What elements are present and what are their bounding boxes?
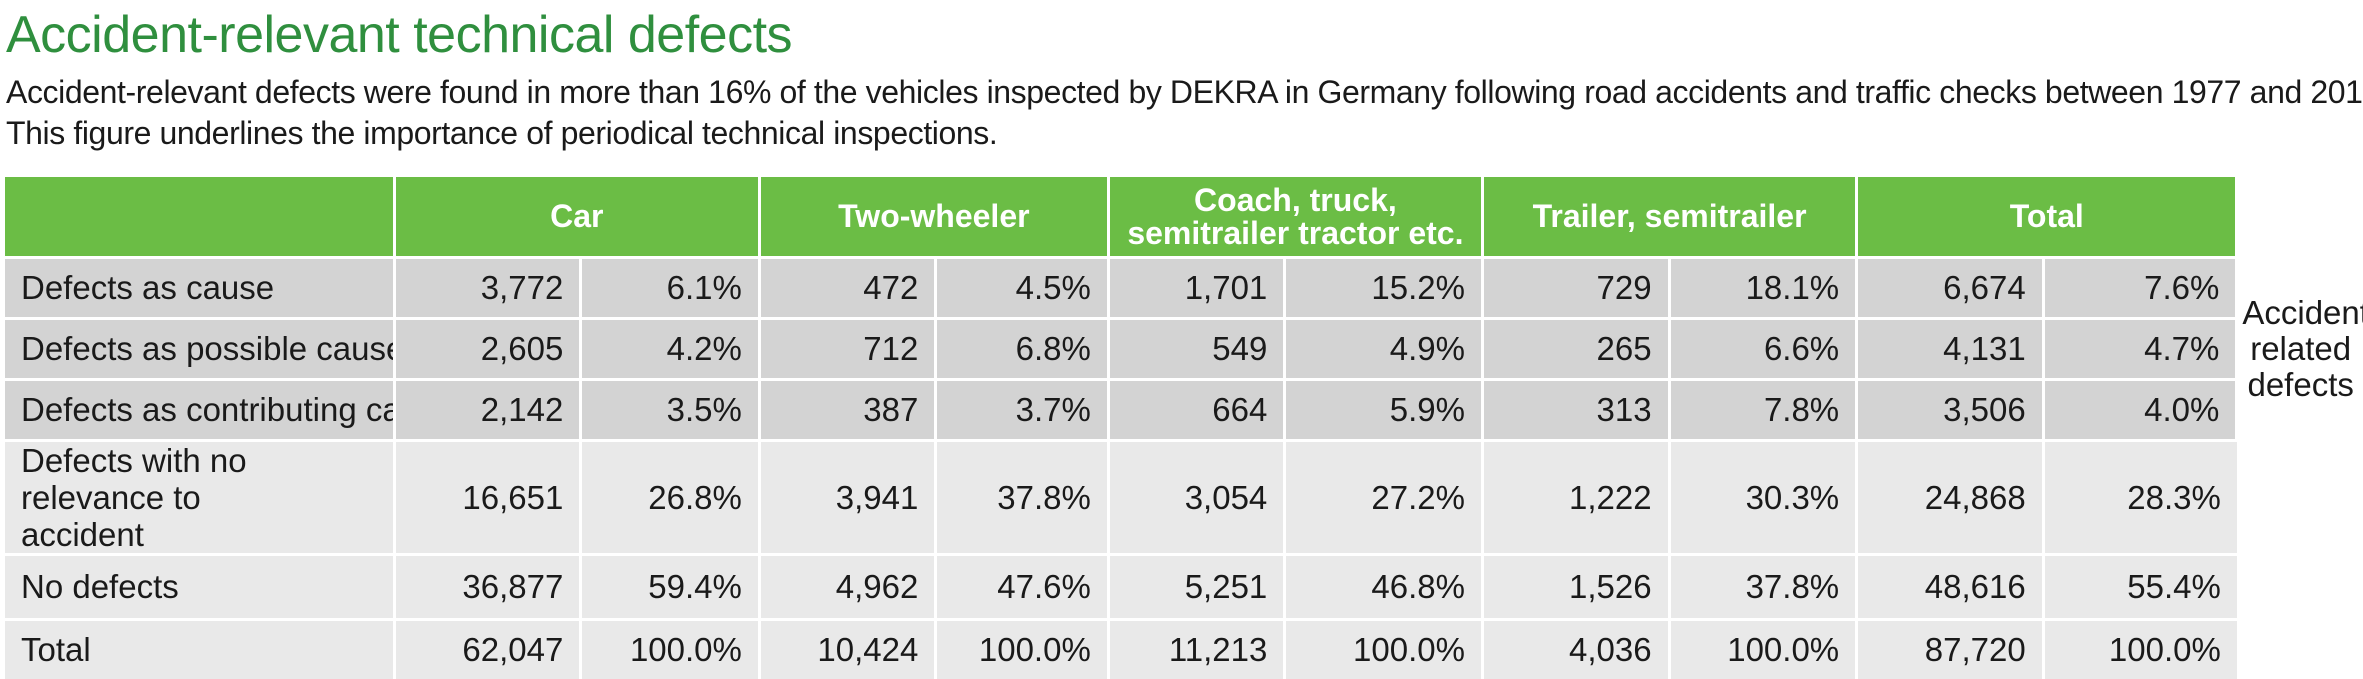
count-cell: 313 [1482, 380, 1669, 441]
count-cell: 5,251 [1108, 555, 1284, 620]
count-cell: 1,701 [1108, 258, 1284, 319]
count-cell: 3,506 [1857, 380, 2044, 441]
percent-cell: 4.2% [581, 319, 760, 380]
count-cell: 62,047 [394, 620, 581, 679]
count-cell: 87,720 [1857, 620, 2044, 679]
page-title: Accident-relevant technical defects [6, 2, 792, 68]
percent-cell: 4.0% [2043, 380, 2237, 441]
percent-cell: 30.3% [1669, 441, 1857, 555]
percent-cell: 7.6% [2043, 258, 2237, 319]
table-row: Defects as contributing cause 2,142 3.5%… [5, 380, 2363, 441]
percent-cell: 26.8% [581, 441, 760, 555]
count-cell: 387 [759, 380, 935, 441]
percent-cell: 100.0% [581, 620, 760, 679]
count-cell: 1,222 [1482, 441, 1669, 555]
percent-cell: 100.0% [936, 620, 1108, 679]
defects-table: Car Two-wheeler Coach, truck, semitraile… [5, 177, 2363, 679]
percent-cell: 5.9% [1285, 380, 1483, 441]
percent-cell: 3.7% [936, 380, 1108, 441]
count-cell: 729 [1482, 258, 1669, 319]
count-cell: 24,868 [1857, 441, 2044, 555]
count-cell: 11,213 [1108, 620, 1284, 679]
table-row: Defects as possible cause 2,605 4.2% 712… [5, 319, 2363, 380]
empty-cell [2237, 441, 2363, 555]
row-label-line: Defects with no relevance to [21, 442, 377, 516]
percent-cell: 37.8% [1669, 555, 1857, 620]
count-cell: 712 [759, 319, 935, 380]
note-line: defects [2242, 367, 2359, 403]
count-cell: 48,616 [1857, 555, 2044, 620]
count-cell: 4,131 [1857, 319, 2044, 380]
table-row: Defects with no relevance to accident 16… [5, 441, 2363, 555]
count-cell: 2,605 [394, 319, 581, 380]
count-cell: 2,142 [394, 380, 581, 441]
percent-cell: 6.8% [936, 319, 1108, 380]
row-label: No defects [5, 555, 394, 620]
count-cell: 3,772 [394, 258, 581, 319]
percent-cell: 100.0% [2043, 620, 2237, 679]
row-label: Defects as cause [5, 258, 394, 319]
count-cell: 472 [759, 258, 935, 319]
empty-cell [2237, 555, 2363, 620]
empty-cell [2237, 620, 2363, 679]
row-label: Defects as contributing cause [5, 380, 394, 441]
subtitle-line: Accident-relevant defects were found in … [6, 72, 2363, 113]
percent-cell: 59.4% [581, 555, 760, 620]
count-cell: 4,962 [759, 555, 935, 620]
percent-cell: 15.2% [1285, 258, 1483, 319]
subtitle: Accident-relevant defects were found in … [6, 72, 2363, 154]
accident-related-note: Accident-related defects [2237, 258, 2363, 441]
percent-cell: 18.1% [1669, 258, 1857, 319]
column-header-two-wheeler: Two-wheeler [759, 177, 1108, 258]
count-cell: 664 [1108, 380, 1284, 441]
count-cell: 3,054 [1108, 441, 1284, 555]
table-row: Total 62,047 100.0% 10,424 100.0% 11,213… [5, 620, 2363, 679]
header-row: Car Two-wheeler Coach, truck, semitraile… [5, 177, 2363, 258]
column-header-trailer: Trailer, semitrailer [1482, 177, 1856, 258]
percent-cell: 4.9% [1285, 319, 1483, 380]
row-label: Total [5, 620, 394, 679]
count-cell: 10,424 [759, 620, 935, 679]
percent-cell: 6.1% [581, 258, 760, 319]
count-cell: 36,877 [394, 555, 581, 620]
count-cell: 265 [1482, 319, 1669, 380]
table-row: No defects 36,877 59.4% 4,962 47.6% 5,25… [5, 555, 2363, 620]
count-cell: 6,674 [1857, 258, 2044, 319]
column-header-coach-truck: Coach, truck, semitrailer tractor etc. [1108, 177, 1482, 258]
percent-cell: 37.8% [936, 441, 1108, 555]
count-cell: 4,036 [1482, 620, 1669, 679]
count-cell: 549 [1108, 319, 1284, 380]
row-label: Defects as possible cause [5, 319, 394, 380]
subtitle-line: This figure underlines the importance of… [6, 113, 2363, 154]
count-cell: 3,941 [759, 441, 935, 555]
table-row: Defects as cause 3,772 6.1% 472 4.5% 1,7… [5, 258, 2363, 319]
count-cell: 1,526 [1482, 555, 1669, 620]
percent-cell: 4.5% [936, 258, 1108, 319]
header-blank [2237, 177, 2363, 258]
column-header-car: Car [394, 177, 759, 258]
note-line: Accident-related [2242, 295, 2359, 367]
percent-cell: 100.0% [1285, 620, 1483, 679]
header-corner [5, 177, 394, 258]
percent-cell: 7.8% [1669, 380, 1857, 441]
percent-cell: 6.6% [1669, 319, 1857, 380]
percent-cell: 46.8% [1285, 555, 1483, 620]
count-cell: 16,651 [394, 441, 581, 555]
percent-cell: 3.5% [581, 380, 760, 441]
percent-cell: 27.2% [1285, 441, 1483, 555]
percent-cell: 4.7% [2043, 319, 2237, 380]
percent-cell: 100.0% [1669, 620, 1857, 679]
percent-cell: 28.3% [2043, 441, 2237, 555]
percent-cell: 47.6% [936, 555, 1108, 620]
percent-cell: 55.4% [2043, 555, 2237, 620]
row-label-line: accident [21, 516, 377, 553]
row-label: Defects with no relevance to accident [5, 441, 394, 555]
column-header-total: Total [1857, 177, 2237, 258]
